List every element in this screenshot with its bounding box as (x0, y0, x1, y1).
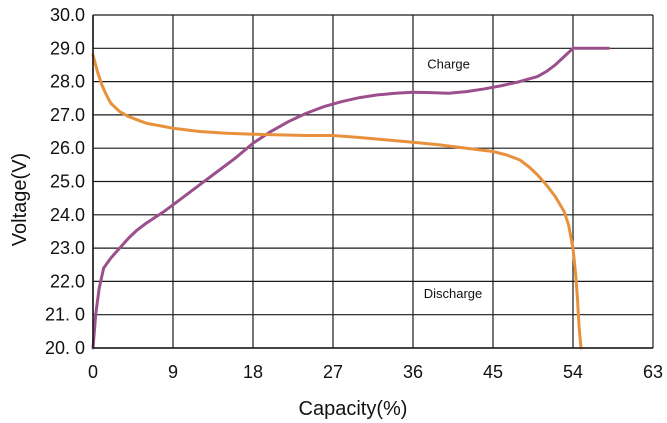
x-tick-label-0: 0 (88, 362, 98, 382)
x-tick-label-6: 54 (563, 362, 583, 382)
series-line-charge (91, 46, 611, 350)
x-tick-label-7: 63 (643, 362, 663, 382)
y-tick-label-2: 28.0 (50, 72, 85, 92)
plot-frame (92, 15, 653, 349)
y-tick-label-9: 21. 0 (45, 305, 85, 325)
annotation-charge: Charge (427, 56, 470, 71)
y-axis-title: Voltage(V) (9, 153, 31, 246)
y-tick-label-4: 26.0 (50, 138, 85, 158)
x-tick-label-3: 27 (323, 362, 343, 382)
x-axis-title: Capacity(%) (299, 398, 408, 420)
annotations: Charge Discharge (424, 56, 483, 301)
x-tick-label-1: 9 (168, 362, 178, 382)
x-tick-label-5: 45 (483, 362, 503, 382)
series-line-discharge (91, 53, 583, 350)
series-group (91, 46, 611, 350)
y-tick-label-1: 29.0 (50, 38, 85, 58)
x-tick-label-2: 18 (243, 362, 263, 382)
x-tick-label-4: 36 (403, 362, 423, 382)
grid (92, 14, 654, 349)
y-tick-label-3: 27.0 (50, 105, 85, 125)
y-tick-label-6: 24.0 (50, 205, 85, 225)
y-tick-label-7: 23.0 (50, 238, 85, 258)
tick-labels: 0 9 18 27 36 45 54 63 30.0 29.0 28.0 27.0 26.0 25.0 24… (45, 5, 663, 382)
y-tick-label-8: 22.0 (50, 271, 85, 291)
y-tick-label-0: 30.0 (50, 5, 85, 25)
y-tick-label-10: 20. 0 (45, 338, 85, 358)
annotation-discharge: Discharge (424, 286, 483, 301)
y-tick-label-5: 25.0 (50, 172, 85, 192)
